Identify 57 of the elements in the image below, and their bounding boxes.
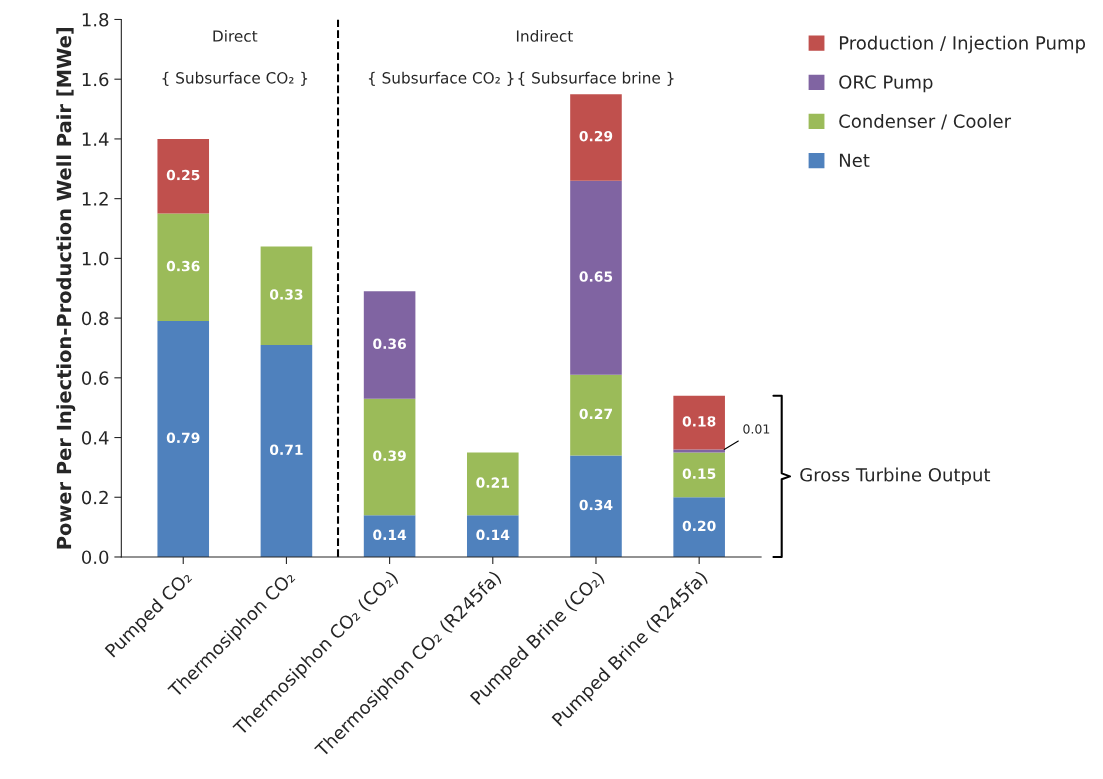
y-tick-label: 0.0 bbox=[82, 550, 109, 565]
data-label: 0.01 bbox=[743, 424, 770, 434]
bar bbox=[673, 395, 725, 450]
data-label: 0.29 bbox=[579, 130, 613, 142]
bar bbox=[467, 515, 519, 557]
data-label: 0.71 bbox=[269, 444, 303, 456]
data-label: 0.14 bbox=[476, 529, 510, 541]
y-tick-label: 0.6 bbox=[82, 371, 109, 385]
bar bbox=[673, 449, 725, 453]
bar bbox=[570, 455, 622, 557]
data-label: 0.65 bbox=[579, 271, 613, 282]
bar bbox=[260, 246, 313, 345]
legend-label: ORC Pump bbox=[839, 75, 933, 93]
data-label: 0.20 bbox=[682, 520, 716, 532]
data-label: 0.18 bbox=[682, 416, 716, 427]
bar bbox=[570, 180, 622, 375]
y-tick-label: 1.4 bbox=[82, 132, 109, 146]
bar bbox=[363, 398, 416, 516]
annotation: { Subsurface CO₂ } bbox=[162, 71, 308, 86]
y-tick-label: 1.2 bbox=[82, 192, 108, 206]
annotation: { Subsurface brine } bbox=[518, 71, 674, 86]
bar bbox=[570, 374, 622, 456]
bar bbox=[363, 515, 416, 557]
y-tick-label: 1.8 bbox=[82, 12, 109, 27]
y-axis-title: Power Per Injection-Production Well Pair [MWe] bbox=[56, 27, 76, 549]
data-label: 0.36 bbox=[166, 260, 200, 272]
annotation: Direct bbox=[213, 30, 258, 42]
data-label: 0.79 bbox=[166, 432, 200, 444]
bar bbox=[570, 94, 622, 181]
bar bbox=[363, 291, 416, 399]
data-label: 0.27 bbox=[579, 408, 613, 420]
legend-label: Production / Injection Pump bbox=[839, 35, 1086, 54]
y-tick-label: 0.4 bbox=[82, 431, 109, 445]
bar bbox=[260, 344, 313, 557]
y-tick-label: 1.6 bbox=[82, 72, 109, 87]
y-tick-label: 1.0 bbox=[82, 251, 109, 266]
annotation: Indirect bbox=[516, 30, 573, 42]
legend-label: Condenser / Cooler bbox=[839, 114, 1012, 130]
y-tick-label: 0.8 bbox=[82, 311, 109, 326]
data-label: 0.36 bbox=[373, 338, 406, 349]
data-label: 0.15 bbox=[682, 468, 716, 479]
legend-label: Net bbox=[839, 153, 870, 168]
data-label: 0.14 bbox=[373, 529, 407, 541]
y-tick-label: 0.2 bbox=[82, 490, 108, 505]
data-label: 0.25 bbox=[166, 169, 200, 181]
bar bbox=[157, 213, 210, 322]
bar bbox=[467, 452, 519, 516]
data-label: 0.39 bbox=[373, 450, 406, 461]
data-label: 0.21 bbox=[476, 477, 509, 488]
bar bbox=[673, 497, 725, 557]
annotation: { Subsurface CO₂ } bbox=[368, 71, 514, 86]
data-label: 0.33 bbox=[269, 289, 303, 300]
bar bbox=[157, 138, 210, 214]
bar bbox=[673, 452, 725, 498]
bar bbox=[157, 321, 210, 557]
data-label: 0.34 bbox=[579, 499, 613, 511]
text: Gross Turbine Output bbox=[800, 467, 991, 486]
